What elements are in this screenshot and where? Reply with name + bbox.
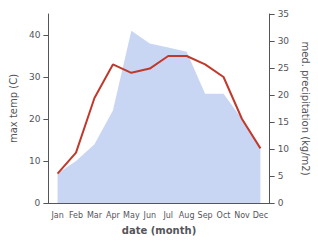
- svg-text:Mar: Mar: [87, 211, 103, 220]
- svg-text:30: 30: [29, 72, 41, 82]
- svg-text:5: 5: [278, 171, 284, 181]
- svg-text:Oct: Oct: [217, 211, 231, 220]
- svg-text:20: 20: [278, 90, 290, 100]
- svg-text:max temp (C): max temp (C): [8, 74, 19, 143]
- svg-text:Sep: Sep: [198, 211, 213, 220]
- svg-text:40: 40: [29, 30, 41, 40]
- svg-text:Aug: Aug: [179, 211, 195, 220]
- svg-text:May: May: [123, 211, 140, 220]
- svg-text:Nov: Nov: [234, 211, 250, 220]
- svg-text:10: 10: [278, 144, 290, 154]
- svg-text:Jun: Jun: [143, 211, 157, 220]
- svg-text:35: 35: [278, 9, 289, 19]
- svg-text:20: 20: [29, 114, 41, 124]
- svg-text:date (month): date (month): [122, 225, 196, 236]
- svg-text:25: 25: [278, 63, 289, 73]
- svg-text:15: 15: [278, 117, 289, 127]
- svg-text:Feb: Feb: [69, 211, 83, 220]
- svg-text:0: 0: [35, 198, 41, 208]
- svg-text:med. precipitation (kg/m2): med. precipitation (kg/m2): [300, 41, 311, 175]
- svg-text:Dec: Dec: [253, 211, 268, 220]
- svg-text:10: 10: [29, 156, 41, 166]
- svg-text:Jul: Jul: [162, 211, 173, 220]
- svg-text:Apr: Apr: [106, 211, 121, 220]
- svg-text:Jan: Jan: [50, 211, 63, 220]
- svg-text:0: 0: [278, 198, 284, 208]
- svg-text:30: 30: [278, 36, 290, 46]
